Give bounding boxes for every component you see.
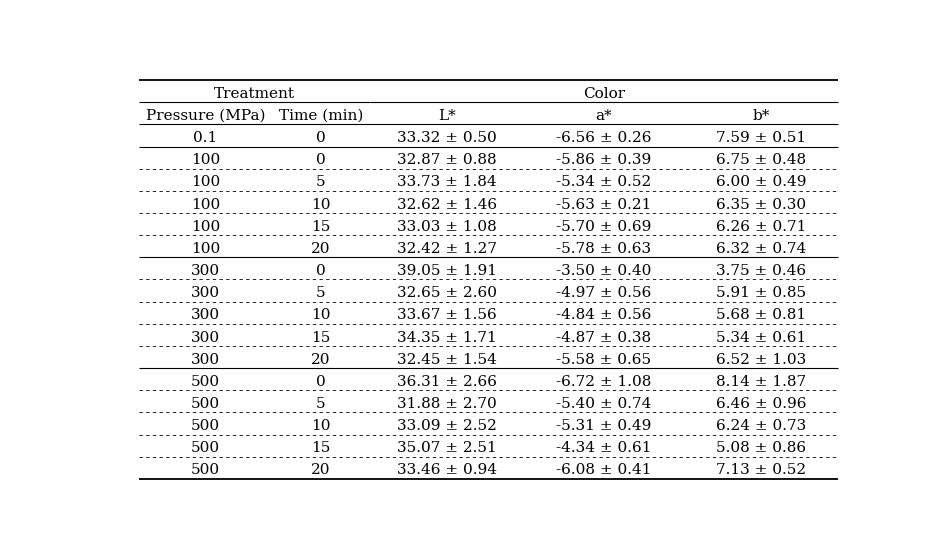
Text: 0: 0: [316, 375, 326, 389]
Text: 32.62 ± 1.46: 32.62 ± 1.46: [396, 198, 497, 212]
Text: 33.73 ± 1.84: 33.73 ± 1.84: [397, 175, 497, 189]
Text: 100: 100: [191, 220, 221, 234]
Text: 300: 300: [191, 264, 220, 278]
Text: Pressure (MPa): Pressure (MPa): [146, 109, 266, 123]
Text: 33.09 ± 2.52: 33.09 ± 2.52: [396, 419, 497, 433]
Text: 20: 20: [311, 464, 331, 478]
Text: a*: a*: [595, 109, 612, 123]
Text: 500: 500: [191, 464, 220, 478]
Text: 5.08 ± 0.86: 5.08 ± 0.86: [716, 441, 806, 455]
Text: 6.26 ± 0.71: 6.26 ± 0.71: [716, 220, 807, 234]
Text: 32.65 ± 2.60: 32.65 ± 2.60: [396, 286, 497, 300]
Text: Color: Color: [583, 87, 624, 101]
Text: 100: 100: [191, 242, 221, 256]
Text: 35.07 ± 2.51: 35.07 ± 2.51: [396, 441, 497, 455]
Text: 500: 500: [191, 397, 220, 411]
Text: 0.1: 0.1: [193, 131, 218, 145]
Text: -5.34 ± 0.52: -5.34 ± 0.52: [556, 175, 652, 189]
Text: -3.50 ± 0.40: -3.50 ± 0.40: [556, 264, 652, 278]
Text: -5.40 ± 0.74: -5.40 ± 0.74: [556, 397, 652, 411]
Text: 34.35 ± 1.71: 34.35 ± 1.71: [396, 330, 497, 344]
Text: 300: 300: [191, 330, 220, 344]
Text: 100: 100: [191, 153, 221, 167]
Text: 500: 500: [191, 441, 220, 455]
Text: 5.34 ± 0.61: 5.34 ± 0.61: [716, 330, 806, 344]
Text: -5.31 ± 0.49: -5.31 ± 0.49: [556, 419, 652, 433]
Text: 6.46 ± 0.96: 6.46 ± 0.96: [716, 397, 807, 411]
Text: -6.08 ± 0.41: -6.08 ± 0.41: [556, 464, 652, 478]
Text: 300: 300: [191, 309, 220, 323]
Text: 5: 5: [316, 175, 326, 189]
Text: 100: 100: [191, 198, 221, 212]
Text: 5.91 ± 0.85: 5.91 ± 0.85: [716, 286, 806, 300]
Text: 32.45 ± 1.54: 32.45 ± 1.54: [396, 353, 497, 367]
Text: 300: 300: [191, 286, 220, 300]
Text: 15: 15: [311, 330, 331, 344]
Text: 500: 500: [191, 419, 220, 433]
Text: 20: 20: [311, 242, 331, 256]
Text: 10: 10: [311, 419, 331, 433]
Text: -5.63 ± 0.21: -5.63 ± 0.21: [556, 198, 652, 212]
Text: 33.46 ± 0.94: 33.46 ± 0.94: [396, 464, 497, 478]
Text: -6.56 ± 0.26: -6.56 ± 0.26: [556, 131, 652, 145]
Text: 5: 5: [316, 397, 326, 411]
Text: 33.03 ± 1.08: 33.03 ± 1.08: [396, 220, 497, 234]
Text: 0: 0: [316, 131, 326, 145]
Text: 10: 10: [311, 198, 331, 212]
Text: 5.68 ± 0.81: 5.68 ± 0.81: [716, 309, 806, 323]
Text: 33.67 ± 1.56: 33.67 ± 1.56: [396, 309, 497, 323]
Text: -4.87 ± 0.38: -4.87 ± 0.38: [556, 330, 652, 344]
Text: 6.35 ± 0.30: 6.35 ± 0.30: [716, 198, 806, 212]
Text: 36.31 ± 2.66: 36.31 ± 2.66: [396, 375, 497, 389]
Text: 6.24 ± 0.73: 6.24 ± 0.73: [716, 419, 806, 433]
Text: -6.72 ± 1.08: -6.72 ± 1.08: [556, 375, 652, 389]
Text: 6.32 ± 0.74: 6.32 ± 0.74: [716, 242, 806, 256]
Text: 15: 15: [311, 441, 331, 455]
Text: 6.75 ± 0.48: 6.75 ± 0.48: [716, 153, 806, 167]
Text: 8.14 ± 1.87: 8.14 ± 1.87: [716, 375, 806, 389]
Text: 5: 5: [316, 286, 326, 300]
Text: 7.13 ± 0.52: 7.13 ± 0.52: [716, 464, 806, 478]
Text: 32.87 ± 0.88: 32.87 ± 0.88: [397, 153, 497, 167]
Text: 10: 10: [311, 309, 331, 323]
Text: -5.58 ± 0.65: -5.58 ± 0.65: [556, 353, 652, 367]
Text: Treatment: Treatment: [214, 87, 295, 101]
Text: 6.52 ± 1.03: 6.52 ± 1.03: [716, 353, 806, 367]
Text: 3.75 ± 0.46: 3.75 ± 0.46: [716, 264, 806, 278]
Text: -4.34 ± 0.61: -4.34 ± 0.61: [556, 441, 652, 455]
Text: -4.84 ± 0.56: -4.84 ± 0.56: [556, 309, 652, 323]
Text: 15: 15: [311, 220, 331, 234]
Text: 100: 100: [191, 175, 221, 189]
Text: -5.78 ± 0.63: -5.78 ± 0.63: [556, 242, 652, 256]
Text: L*: L*: [438, 109, 455, 123]
Text: b*: b*: [752, 109, 770, 123]
Text: 500: 500: [191, 375, 220, 389]
Text: 6.00 ± 0.49: 6.00 ± 0.49: [716, 175, 807, 189]
Text: 0: 0: [316, 153, 326, 167]
Text: -5.86 ± 0.39: -5.86 ± 0.39: [556, 153, 652, 167]
Text: -5.70 ± 0.69: -5.70 ± 0.69: [556, 220, 652, 234]
Text: 7.59 ± 0.51: 7.59 ± 0.51: [716, 131, 806, 145]
Text: 33.32 ± 0.50: 33.32 ± 0.50: [396, 131, 497, 145]
Text: -4.97 ± 0.56: -4.97 ± 0.56: [556, 286, 652, 300]
Text: 300: 300: [191, 353, 220, 367]
Text: 20: 20: [311, 353, 331, 367]
Text: Time (min): Time (min): [279, 109, 363, 123]
Text: 31.88 ± 2.70: 31.88 ± 2.70: [396, 397, 497, 411]
Text: 32.42 ± 1.27: 32.42 ± 1.27: [396, 242, 497, 256]
Text: 0: 0: [316, 264, 326, 278]
Text: 39.05 ± 1.91: 39.05 ± 1.91: [396, 264, 497, 278]
